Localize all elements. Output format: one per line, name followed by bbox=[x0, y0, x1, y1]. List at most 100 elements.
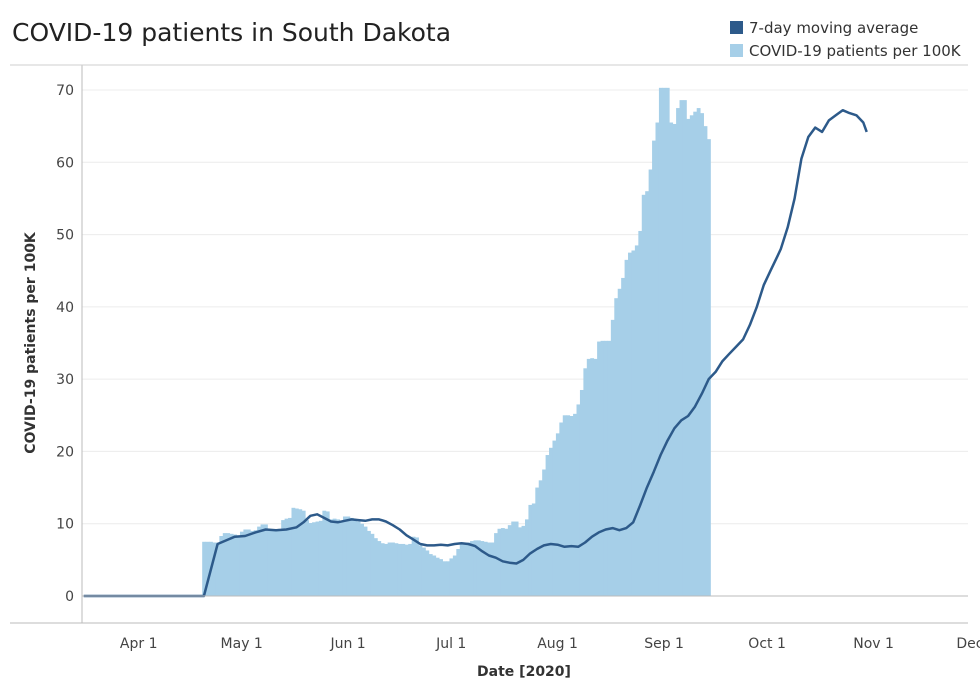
bar bbox=[449, 558, 454, 596]
bar bbox=[329, 519, 334, 596]
bar bbox=[446, 561, 450, 596]
bar bbox=[360, 523, 364, 596]
bar bbox=[689, 115, 694, 597]
bar bbox=[226, 533, 231, 596]
x-tick-label: Jun 1 bbox=[329, 636, 365, 652]
y-axis-label: COVID-19 patients per 100K bbox=[23, 231, 39, 454]
legend-item-patients: COVID-19 patients per 100K bbox=[730, 39, 961, 62]
bar bbox=[339, 520, 344, 596]
bar bbox=[222, 533, 227, 596]
x-tick-label: Apr 1 bbox=[120, 636, 158, 652]
bar bbox=[538, 480, 543, 596]
y-tick-label: 60 bbox=[56, 155, 74, 171]
bar bbox=[404, 544, 409, 596]
bar bbox=[284, 518, 289, 596]
bar bbox=[452, 555, 457, 596]
bar bbox=[586, 358, 591, 596]
bar bbox=[442, 561, 447, 596]
bar bbox=[603, 340, 608, 596]
bar bbox=[473, 540, 478, 596]
bar bbox=[215, 542, 220, 596]
axes bbox=[10, 64, 968, 624]
bar bbox=[401, 543, 406, 596]
bar bbox=[494, 533, 498, 596]
bar bbox=[236, 535, 241, 596]
x-tick-label: Nov 1 bbox=[853, 636, 894, 652]
y-tick-labels: 0 10 20 30 40 50 60 70 bbox=[56, 83, 74, 605]
bar bbox=[202, 541, 207, 596]
bar bbox=[665, 87, 670, 596]
bar bbox=[229, 533, 234, 596]
bar bbox=[628, 252, 632, 596]
bar bbox=[487, 542, 492, 596]
bar bbox=[466, 542, 471, 596]
bar bbox=[387, 542, 392, 596]
bar bbox=[298, 509, 303, 596]
bar bbox=[294, 508, 299, 596]
bar bbox=[707, 139, 711, 596]
bar bbox=[696, 108, 701, 596]
x-tick-label: Sep 1 bbox=[644, 636, 684, 652]
bar bbox=[408, 543, 413, 596]
bar bbox=[212, 542, 217, 596]
bar bbox=[624, 259, 629, 596]
x-tick-label: Aug 1 bbox=[537, 636, 578, 652]
bar bbox=[349, 517, 354, 596]
bar bbox=[459, 543, 464, 596]
bar bbox=[205, 541, 210, 596]
bar bbox=[566, 415, 571, 596]
bar bbox=[535, 487, 540, 596]
bar bbox=[318, 520, 323, 596]
bar bbox=[336, 519, 340, 596]
bar bbox=[686, 118, 691, 596]
bar bbox=[432, 555, 437, 596]
bar bbox=[514, 521, 519, 596]
bar bbox=[456, 549, 461, 596]
y-tick-label: 70 bbox=[56, 83, 74, 99]
bar bbox=[579, 389, 584, 596]
bar bbox=[373, 538, 378, 596]
bar bbox=[703, 126, 708, 596]
bar bbox=[676, 108, 680, 596]
bar bbox=[552, 440, 557, 596]
y-tick-label: 40 bbox=[56, 300, 74, 316]
bar bbox=[562, 415, 567, 596]
bar bbox=[428, 554, 433, 596]
bar bbox=[590, 358, 595, 596]
bar bbox=[555, 433, 560, 596]
bar bbox=[315, 521, 320, 596]
x-axis-label: Date [2020] bbox=[477, 664, 571, 680]
bar bbox=[411, 536, 416, 596]
bar bbox=[662, 87, 667, 596]
bar bbox=[682, 100, 687, 597]
bar bbox=[679, 100, 684, 597]
bar bbox=[425, 550, 430, 596]
bar bbox=[631, 250, 636, 596]
y-tick-label: 0 bbox=[65, 589, 74, 605]
legend: 7-day moving average COVID-19 patients p… bbox=[730, 16, 961, 62]
bar bbox=[250, 530, 255, 596]
bar bbox=[233, 534, 237, 596]
x-tick-labels: Apr 1 May 1 Jun 1 Jul 1 Aug 1 Sep 1 Oct 1 Nov 1… bbox=[120, 636, 980, 652]
bar bbox=[219, 536, 224, 596]
bar bbox=[377, 541, 382, 596]
bar bbox=[693, 111, 698, 596]
bar bbox=[246, 529, 251, 596]
bar bbox=[549, 447, 553, 596]
bar bbox=[507, 525, 512, 596]
bar bbox=[638, 230, 643, 596]
x-tick-label: Dec 1 bbox=[956, 636, 980, 652]
bar bbox=[332, 518, 337, 596]
bar bbox=[655, 122, 660, 596]
bar bbox=[260, 524, 265, 596]
bar bbox=[573, 413, 577, 596]
legend-swatch-moving-average bbox=[730, 21, 743, 34]
bar bbox=[607, 340, 612, 596]
bar bbox=[593, 358, 598, 596]
legend-item-moving-average: 7-day moving average bbox=[730, 16, 961, 39]
y-tick-label: 30 bbox=[56, 372, 74, 388]
bar bbox=[239, 531, 244, 596]
bar bbox=[645, 191, 650, 596]
legend-swatch-patients bbox=[730, 44, 743, 57]
x-tick-label: Jul 1 bbox=[435, 636, 466, 652]
